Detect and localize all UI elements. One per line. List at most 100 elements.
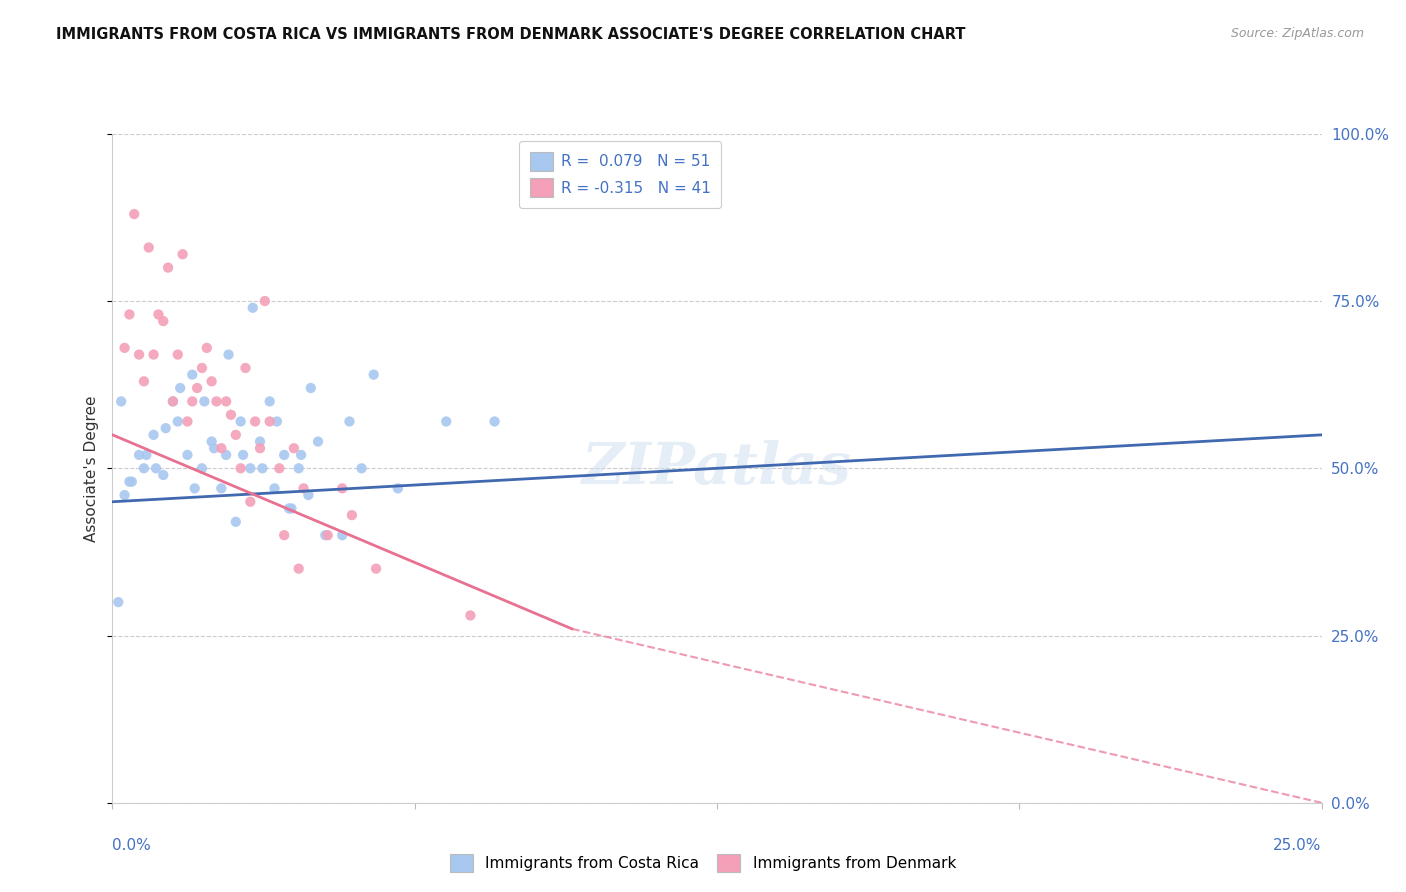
Point xyxy=(166,415,188,429)
Point xyxy=(152,314,174,328)
Point xyxy=(107,595,129,609)
Point xyxy=(157,260,180,275)
Point xyxy=(292,482,315,496)
Text: Source: ZipAtlas.com: Source: ZipAtlas.com xyxy=(1230,27,1364,40)
Point xyxy=(128,348,150,362)
Point xyxy=(243,415,266,429)
Point xyxy=(484,415,506,429)
Point xyxy=(287,562,309,576)
Point xyxy=(253,294,276,309)
Point xyxy=(460,608,482,623)
Point xyxy=(249,434,271,449)
Point xyxy=(340,508,363,523)
Point xyxy=(186,381,208,395)
Point xyxy=(176,448,198,462)
Point xyxy=(202,442,225,456)
Point xyxy=(132,375,155,389)
Text: ZIPatlas: ZIPatlas xyxy=(582,440,852,497)
Point xyxy=(152,468,174,483)
Point xyxy=(219,408,242,422)
Point xyxy=(162,394,184,409)
Point xyxy=(225,515,247,529)
Point xyxy=(299,381,322,395)
Point xyxy=(330,482,353,496)
Point xyxy=(183,482,205,496)
Point xyxy=(350,461,373,475)
Point xyxy=(191,461,214,475)
Point xyxy=(232,448,254,462)
Point xyxy=(263,482,285,496)
Point xyxy=(242,301,264,315)
Point xyxy=(135,448,157,462)
Point xyxy=(287,461,309,475)
Point xyxy=(252,461,274,475)
Point xyxy=(339,415,361,429)
Point xyxy=(193,394,215,409)
Point xyxy=(297,488,319,502)
Point xyxy=(330,528,353,542)
Point xyxy=(166,348,188,362)
Point xyxy=(269,461,291,475)
Legend: Immigrants from Costa Rica, Immigrants from Denmark: Immigrants from Costa Rica, Immigrants f… xyxy=(443,846,963,880)
Point xyxy=(225,428,247,442)
Point xyxy=(148,307,170,322)
Point xyxy=(114,341,136,355)
Point xyxy=(118,475,141,489)
Point xyxy=(181,368,204,382)
Point xyxy=(181,394,204,409)
Point xyxy=(142,348,165,362)
Point xyxy=(201,375,224,389)
Point xyxy=(169,381,191,395)
Point xyxy=(314,528,336,542)
Point xyxy=(205,394,228,409)
Point xyxy=(278,501,301,516)
Point xyxy=(259,394,281,409)
Text: 25.0%: 25.0% xyxy=(1274,838,1322,854)
Point xyxy=(239,461,262,475)
Point xyxy=(145,461,167,475)
Point xyxy=(114,488,136,502)
Point xyxy=(118,307,141,322)
Point xyxy=(266,415,288,429)
Point xyxy=(195,341,218,355)
Point xyxy=(155,421,177,435)
Point xyxy=(209,442,232,456)
Point xyxy=(239,494,262,508)
Point xyxy=(128,448,150,462)
Point xyxy=(364,562,387,576)
Point xyxy=(229,461,252,475)
Point xyxy=(363,368,385,382)
Point xyxy=(215,448,238,462)
Point xyxy=(249,442,271,456)
Point xyxy=(316,528,339,542)
Point xyxy=(290,448,312,462)
Point xyxy=(273,448,295,462)
Point xyxy=(201,434,224,449)
Y-axis label: Associate's Degree: Associate's Degree xyxy=(84,395,100,541)
Point xyxy=(142,428,165,442)
Point xyxy=(307,434,329,449)
Point xyxy=(273,528,295,542)
Point xyxy=(110,394,132,409)
Point xyxy=(387,482,409,496)
Point xyxy=(259,415,281,429)
Point xyxy=(434,415,457,429)
Point xyxy=(191,361,214,376)
Point xyxy=(218,348,240,362)
Point xyxy=(176,415,198,429)
Point xyxy=(215,394,238,409)
Point xyxy=(172,247,194,261)
Point xyxy=(162,394,184,409)
Point xyxy=(122,207,145,221)
Point xyxy=(229,415,252,429)
Point xyxy=(280,501,302,516)
Text: IMMIGRANTS FROM COSTA RICA VS IMMIGRANTS FROM DENMARK ASSOCIATE'S DEGREE CORRELA: IMMIGRANTS FROM COSTA RICA VS IMMIGRANTS… xyxy=(56,27,966,42)
Point xyxy=(138,241,160,255)
Point xyxy=(235,361,257,376)
Legend: R =  0.079   N = 51, R = -0.315   N = 41: R = 0.079 N = 51, R = -0.315 N = 41 xyxy=(519,142,721,208)
Point xyxy=(209,482,232,496)
Point xyxy=(132,461,155,475)
Point xyxy=(121,475,143,489)
Text: 0.0%: 0.0% xyxy=(112,838,152,854)
Point xyxy=(283,442,305,456)
